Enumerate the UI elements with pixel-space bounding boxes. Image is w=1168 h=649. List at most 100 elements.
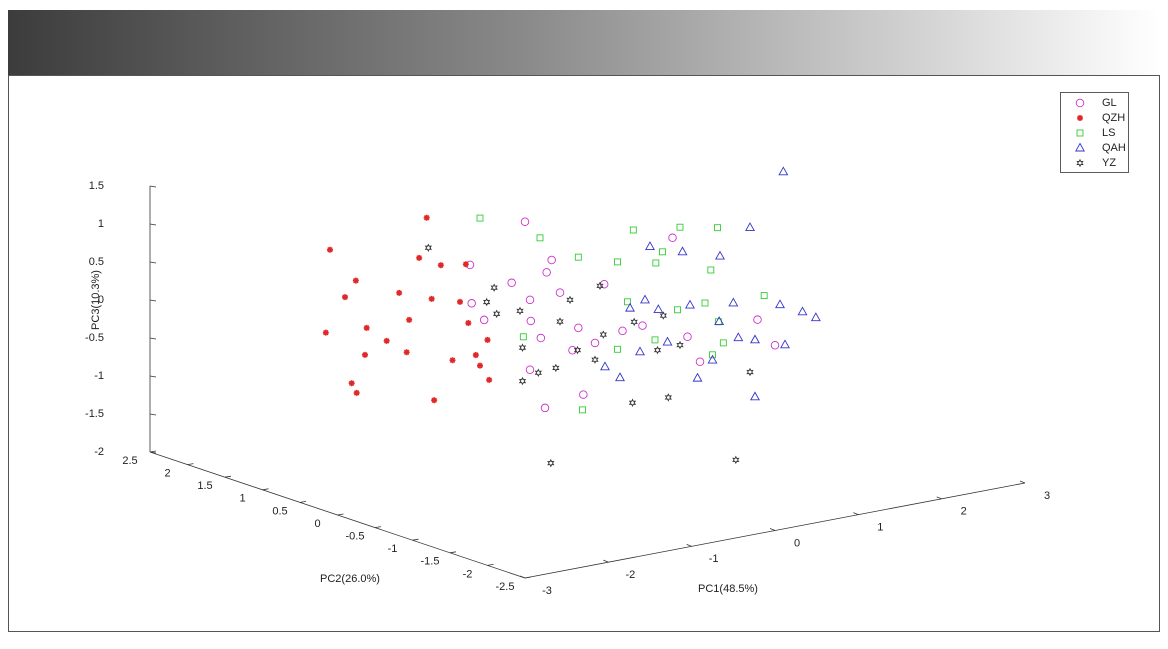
x-tick bbox=[853, 512, 859, 516]
point bbox=[707, 266, 715, 274]
y-tick-label: 0 bbox=[314, 518, 320, 530]
point bbox=[483, 297, 491, 307]
point bbox=[547, 255, 556, 265]
point bbox=[428, 295, 435, 302]
z-tick bbox=[149, 375, 157, 378]
y-tick-label: 2 bbox=[164, 468, 170, 480]
point bbox=[520, 217, 530, 226]
point bbox=[363, 324, 370, 331]
z-axis-label: PC3(10.3%) bbox=[90, 270, 102, 330]
point bbox=[574, 253, 582, 261]
x-tick bbox=[686, 543, 692, 547]
point bbox=[525, 295, 535, 305]
z-tick bbox=[149, 413, 157, 416]
point bbox=[534, 368, 542, 377]
point bbox=[638, 321, 647, 330]
point bbox=[566, 295, 574, 305]
point bbox=[640, 294, 650, 304]
point bbox=[342, 294, 348, 301]
point bbox=[707, 354, 718, 364]
x-tick-label: -1 bbox=[709, 553, 719, 565]
point bbox=[770, 340, 780, 350]
point bbox=[714, 316, 725, 326]
point bbox=[518, 376, 527, 386]
point bbox=[493, 309, 501, 319]
y-tick bbox=[412, 538, 419, 541]
x-tick-label: 1 bbox=[877, 522, 883, 534]
y-tick-label: 1.5 bbox=[197, 480, 212, 492]
figure-frame bbox=[8, 75, 1160, 632]
point bbox=[490, 283, 498, 292]
point bbox=[630, 317, 638, 327]
x-tick-label: -2 bbox=[625, 569, 635, 581]
z-tick-label: -0.5 bbox=[85, 332, 104, 344]
y-tick bbox=[299, 501, 307, 503]
point bbox=[668, 233, 677, 243]
x-axis-label: PC1(48.5%) bbox=[698, 583, 758, 595]
point bbox=[353, 389, 360, 396]
y-tick-label: 2.5 bbox=[122, 455, 137, 467]
point bbox=[676, 340, 684, 350]
point bbox=[733, 332, 744, 342]
point bbox=[695, 357, 705, 367]
legend-box bbox=[1060, 92, 1129, 173]
point bbox=[479, 315, 489, 325]
point bbox=[750, 334, 760, 344]
point bbox=[462, 261, 469, 268]
x-tick-label: 0 bbox=[794, 537, 800, 549]
point bbox=[352, 277, 359, 284]
point bbox=[652, 259, 660, 267]
point bbox=[599, 330, 607, 339]
point bbox=[437, 262, 444, 269]
point bbox=[327, 246, 333, 253]
point bbox=[406, 316, 413, 323]
point bbox=[709, 351, 716, 359]
point bbox=[618, 326, 627, 336]
point bbox=[396, 289, 403, 296]
z-tick bbox=[149, 185, 157, 188]
x-tick-label: 3 bbox=[1044, 490, 1050, 502]
point bbox=[467, 299, 476, 308]
point bbox=[431, 397, 438, 404]
x-tick bbox=[1019, 480, 1026, 484]
point bbox=[659, 311, 667, 320]
z-tick-label: 1.5 bbox=[89, 180, 104, 192]
point bbox=[778, 166, 789, 176]
point bbox=[547, 458, 555, 468]
z-tick bbox=[149, 451, 157, 454]
point bbox=[753, 315, 762, 324]
point bbox=[728, 297, 739, 307]
point bbox=[775, 299, 785, 309]
point bbox=[659, 248, 666, 256]
y-tick bbox=[524, 576, 532, 579]
point bbox=[624, 298, 631, 306]
point bbox=[651, 336, 659, 344]
point bbox=[645, 241, 655, 251]
point bbox=[457, 298, 463, 305]
y-tick-label: 1 bbox=[239, 493, 245, 505]
z-tick-label: -2 bbox=[94, 446, 104, 458]
x-tick bbox=[769, 528, 776, 531]
point bbox=[715, 250, 725, 260]
point bbox=[519, 333, 527, 341]
z-tick bbox=[149, 223, 157, 226]
y-tick bbox=[374, 526, 382, 528]
point bbox=[556, 317, 564, 326]
y-tick-label: -1 bbox=[388, 543, 398, 555]
z-tick-label: -1.5 bbox=[85, 408, 104, 420]
point bbox=[596, 281, 604, 291]
point bbox=[555, 288, 565, 297]
point bbox=[653, 345, 662, 355]
point bbox=[590, 338, 600, 348]
point bbox=[383, 337, 390, 344]
legend-label: LS bbox=[1102, 127, 1115, 139]
point bbox=[472, 352, 479, 359]
point bbox=[507, 278, 516, 288]
point bbox=[635, 346, 645, 356]
point bbox=[683, 332, 692, 342]
point bbox=[477, 362, 483, 369]
point bbox=[1076, 158, 1084, 168]
point bbox=[362, 351, 368, 358]
z-tick-label: -1 bbox=[94, 370, 104, 382]
point bbox=[664, 393, 672, 402]
